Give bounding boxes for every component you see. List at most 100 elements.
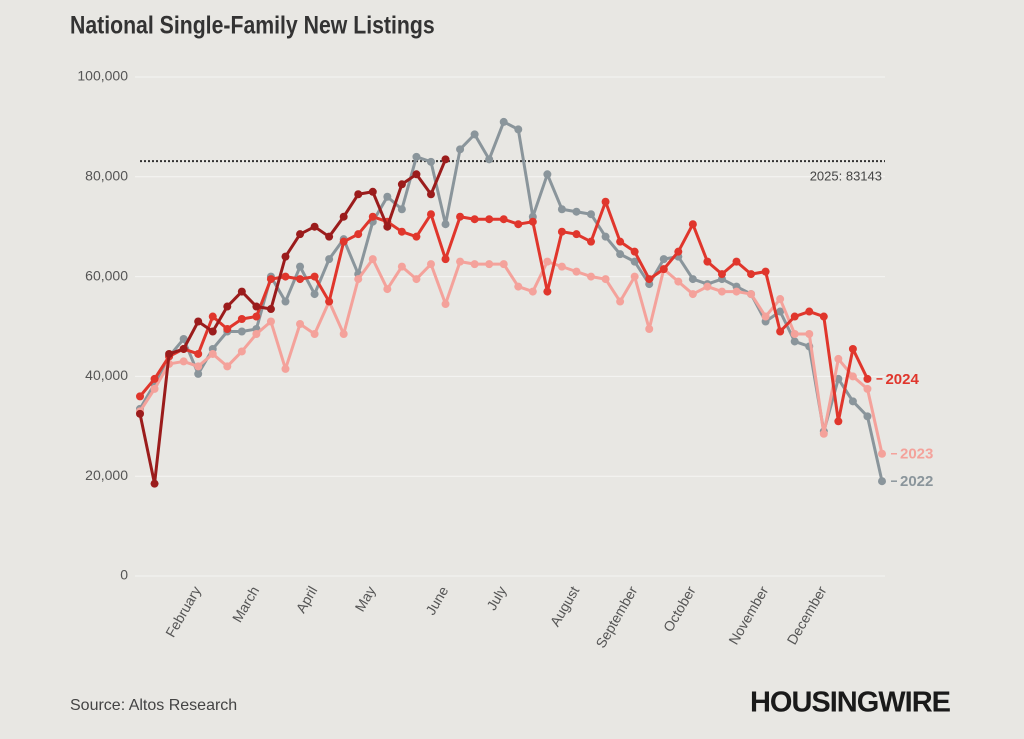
data-point [470, 260, 479, 269]
data-point [223, 324, 232, 333]
source: Source: Altos Research [70, 697, 237, 714]
data-point [499, 117, 508, 126]
data-point [426, 157, 435, 166]
series-end-label: 2023 [900, 446, 933, 463]
data-point [339, 329, 348, 338]
data-point [266, 317, 275, 326]
data-point [354, 190, 363, 199]
data-point [310, 272, 319, 281]
data-point [368, 212, 377, 221]
data-point [325, 232, 334, 241]
data-point [426, 190, 435, 199]
data-point [237, 315, 246, 324]
data-point [514, 220, 523, 229]
data-point [397, 262, 406, 271]
data-point [296, 230, 305, 239]
data-point [557, 227, 566, 236]
data-point [587, 210, 596, 219]
data-point [252, 329, 261, 338]
data-point [310, 222, 319, 231]
data-point [485, 260, 494, 269]
data-point [223, 302, 232, 311]
brand-logo: HOUSINGWIRE [750, 687, 951, 719]
data-point [470, 130, 479, 139]
data-point [848, 344, 857, 353]
data-point [848, 372, 857, 381]
data-point [863, 412, 872, 421]
data-point [441, 155, 450, 164]
data-point [878, 449, 886, 458]
data-point [514, 282, 523, 291]
data-point [339, 237, 348, 246]
y-tick-label: 20,000 [85, 467, 128, 483]
data-point [790, 312, 799, 321]
data-point [354, 275, 363, 284]
data-point [136, 392, 144, 401]
data-point [441, 220, 450, 229]
data-point [543, 257, 552, 266]
data-point [179, 334, 188, 343]
data-point [339, 212, 348, 221]
data-point [179, 344, 188, 353]
y-tick-label: 0 [120, 567, 128, 583]
data-point [601, 232, 610, 241]
data-point [776, 295, 785, 304]
data-point [397, 180, 406, 189]
data-point [878, 477, 886, 486]
data-point [557, 205, 566, 214]
data-point [150, 374, 159, 383]
data-point [688, 275, 697, 284]
data-point [237, 287, 246, 296]
data-point [194, 349, 203, 358]
data-point [441, 255, 450, 264]
data-point [819, 312, 828, 321]
data-point [194, 369, 203, 378]
data-point [674, 277, 683, 286]
data-point [528, 287, 537, 296]
chart-title: National Single-Family New Listings [70, 11, 435, 39]
data-point [805, 329, 814, 338]
data-point [630, 257, 639, 266]
data-point [281, 297, 290, 306]
data-point [383, 222, 392, 231]
data-point [426, 210, 435, 219]
data-point [630, 247, 639, 256]
data-point [354, 230, 363, 239]
data-point [499, 215, 508, 224]
data-point [310, 329, 319, 338]
data-point [703, 257, 712, 266]
data-point [659, 265, 668, 274]
data-point [368, 255, 377, 264]
data-point [165, 349, 174, 358]
data-point [310, 290, 319, 299]
data-point [325, 255, 334, 264]
data-point [296, 262, 305, 271]
data-point [383, 285, 392, 294]
data-point [616, 237, 625, 246]
data-point [208, 349, 217, 358]
series-end-label: 2024 [885, 371, 919, 388]
data-point [441, 300, 450, 309]
data-point [863, 384, 872, 393]
data-point [543, 287, 552, 296]
y-tick-label: 100,000 [77, 68, 128, 84]
data-point [499, 260, 508, 269]
data-point [601, 275, 610, 284]
data-point [412, 152, 421, 161]
series-line [138, 158, 447, 486]
data-point [485, 215, 494, 224]
data-point [412, 170, 421, 179]
series-end-label: 2022 [900, 473, 933, 490]
data-point [426, 260, 435, 269]
data-point [557, 262, 566, 271]
data-point [281, 272, 290, 281]
data-point [848, 397, 857, 406]
data-point [703, 282, 712, 291]
data-point [296, 320, 305, 329]
data-point [281, 252, 290, 261]
data-point [325, 297, 334, 306]
data-point [630, 272, 639, 281]
data-point [616, 297, 625, 306]
